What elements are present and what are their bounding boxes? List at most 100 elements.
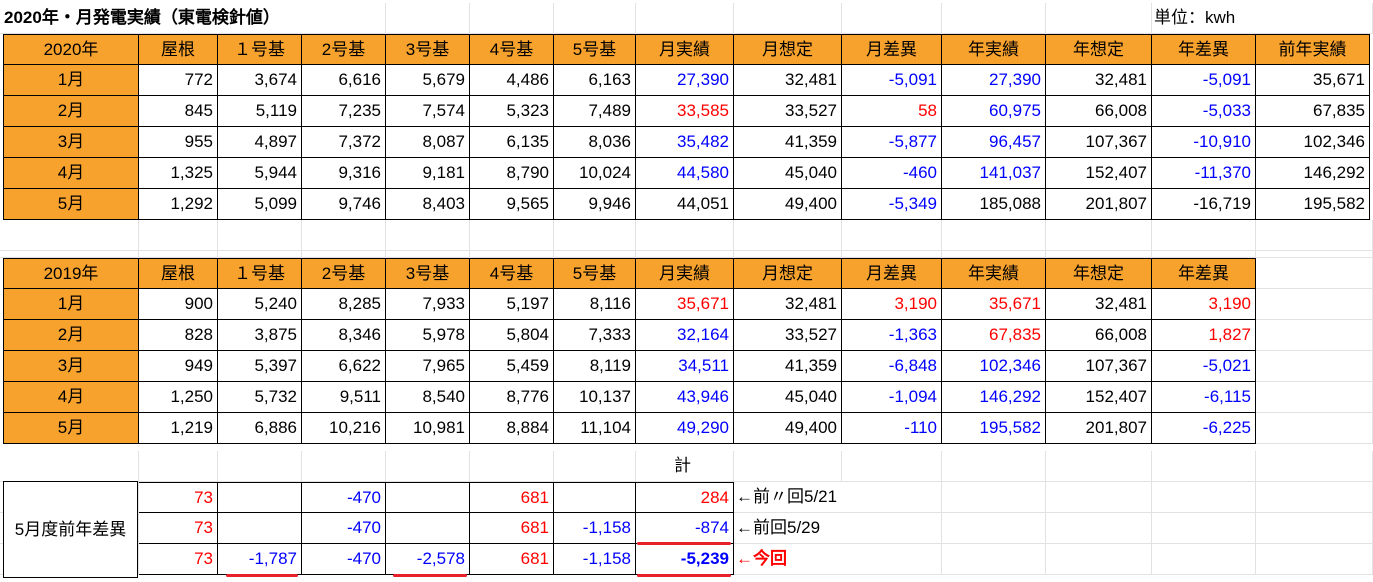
table-cell[interactable]: 8,119 [554,351,636,382]
table-cell[interactable]: 32,481 [1046,289,1152,320]
table-cell[interactable]: 9,946 [554,189,636,220]
may-diff-cell[interactable]: -1,158 [554,513,636,544]
table-cell[interactable]: 3,190 [1152,289,1256,320]
t2019-header-8[interactable]: 月想定 [734,258,842,289]
table-cell[interactable]: 5,944 [218,158,302,189]
table-cell[interactable]: 201,807 [1046,189,1152,220]
table-cell[interactable]: 27,390 [942,65,1046,96]
empty-cell[interactable] [386,3,470,34]
table-cell[interactable]: 8,884 [470,413,554,444]
table-cell[interactable]: -5,091 [1152,65,1256,96]
empty-cell[interactable] [1256,513,1373,544]
table-cell[interactable]: 772 [139,65,218,96]
sheet-title[interactable]: 2020年・月発電実績（東電検針値） [0,3,386,34]
table-cell[interactable]: 33,527 [734,320,842,351]
table-cell[interactable]: 8,346 [302,320,386,351]
empty-cell[interactable] [386,451,470,482]
empty-cell[interactable] [0,451,139,482]
table-cell[interactable]: 5,804 [470,320,554,351]
empty-cell[interactable] [470,3,554,34]
table-cell[interactable]: 1,219 [139,413,218,444]
table-cell[interactable]: 3,875 [218,320,302,351]
table-cell[interactable]: 102,346 [1256,127,1370,158]
table-cell[interactable]: 5,323 [470,96,554,127]
empty-cell[interactable] [302,451,386,482]
table-cell[interactable]: 44,580 [636,158,734,189]
empty-cell[interactable] [842,451,942,482]
may-diff-cell[interactable]: -470 [302,513,386,544]
table-cell[interactable]: 34,511 [636,351,734,382]
may-diff-cell[interactable]: -2,578 [386,544,470,575]
table-cell[interactable]: 146,292 [942,382,1046,413]
table-cell[interactable]: 33,527 [734,96,842,127]
empty-cell[interactable] [139,451,218,482]
t2020-header-3[interactable]: 2号基 [302,34,386,65]
table-cell[interactable]: 35,482 [636,127,734,158]
may-total-cell[interactable]: -5,239 [636,544,734,575]
table-cell[interactable]: -460 [842,158,942,189]
t2020-header-0[interactable]: 2020年 [3,34,139,65]
empty-cell[interactable] [302,227,386,258]
table-cell[interactable]: 7,235 [302,96,386,127]
table-cell[interactable]: 8,776 [470,382,554,413]
table-cell[interactable]: 9,511 [302,382,386,413]
table-cell[interactable]: 58 [842,96,942,127]
empty-cell[interactable] [942,513,1046,544]
empty-cell[interactable] [1046,513,1152,544]
table-cell[interactable]: 9,565 [470,189,554,220]
table-cell[interactable]: 32,481 [1046,65,1152,96]
may-diff-cell[interactable]: -470 [302,482,386,513]
table-cell[interactable]: 11,104 [554,413,636,444]
may-diff-cell[interactable]: -470 [302,544,386,575]
empty-cell[interactable] [1152,544,1256,575]
table-cell[interactable]: 33,585 [636,96,734,127]
empty-cell[interactable] [470,227,554,258]
t2020-header-13[interactable]: 前年実績 [1256,34,1370,65]
month-label[interactable]: 3月 [3,127,139,158]
table-cell[interactable]: -16,719 [1152,189,1256,220]
t2019-header-9[interactable]: 月差異 [842,258,942,289]
t2020-header-4[interactable]: 3号基 [386,34,470,65]
empty-cell[interactable] [942,451,1046,482]
empty-cell[interactable] [734,451,842,482]
empty-cell[interactable] [942,3,1046,34]
empty-cell[interactable] [1046,451,1152,482]
table-cell[interactable]: 5,099 [218,189,302,220]
t2020-header-2[interactable]: １号基 [218,34,302,65]
table-cell[interactable]: 107,367 [1046,127,1152,158]
empty-cell[interactable] [1046,227,1152,258]
table-cell[interactable]: 8,540 [386,382,470,413]
table-cell[interactable]: 45,040 [734,382,842,413]
table-cell[interactable]: -1,363 [842,320,942,351]
table-cell[interactable]: 45,040 [734,158,842,189]
month-label[interactable]: 5月 [3,413,139,444]
table-cell[interactable]: 107,367 [1046,351,1152,382]
table-cell[interactable]: -1,094 [842,382,942,413]
table-cell[interactable]: -10,910 [1152,127,1256,158]
table-cell[interactable]: 1,292 [139,189,218,220]
table-cell[interactable]: 49,290 [636,413,734,444]
table-cell[interactable]: 1,325 [139,158,218,189]
t2019-header-6[interactable]: 5号基 [554,258,636,289]
table-cell[interactable]: 5,679 [386,65,470,96]
empty-cell[interactable] [734,227,842,258]
table-cell[interactable]: 5,397 [218,351,302,382]
may-total-cell[interactable]: 284 [636,482,734,513]
table-cell[interactable]: 6,163 [554,65,636,96]
table-cell[interactable]: -11,370 [1152,158,1256,189]
empty-cell[interactable] [139,227,218,258]
t2020-header-11[interactable]: 年想定 [1046,34,1152,65]
month-label[interactable]: 1月 [3,289,139,320]
table-cell[interactable]: 8,116 [554,289,636,320]
table-cell[interactable]: 8,790 [470,158,554,189]
may-diff-cell[interactable]: 681 [470,544,554,575]
table-cell[interactable]: 66,008 [1046,96,1152,127]
table-cell[interactable]: 35,671 [636,289,734,320]
may-diff-cell[interactable]: 73 [139,482,218,513]
t2020-header-5[interactable]: 4号基 [470,34,554,65]
table-cell[interactable]: -6,848 [842,351,942,382]
table-cell[interactable]: 7,489 [554,96,636,127]
empty-cell[interactable] [0,227,139,258]
table-cell[interactable]: 7,574 [386,96,470,127]
